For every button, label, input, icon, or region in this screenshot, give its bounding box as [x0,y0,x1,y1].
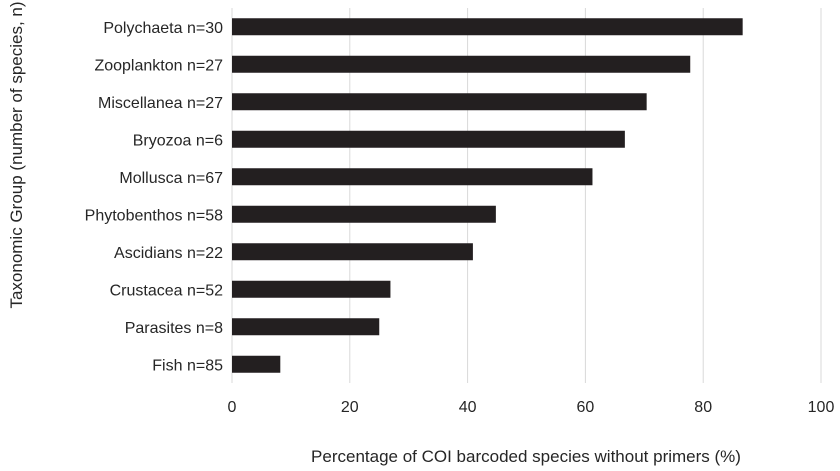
x-tick-label: 40 [459,399,477,416]
category-label: Miscellanea n=27 [98,95,223,112]
bar [232,205,496,223]
bar [232,243,473,261]
category-label: Parasites n=8 [125,320,223,337]
category-label: Bryozoa n=6 [133,132,223,149]
category-label: Mollusca n=67 [119,170,223,187]
bar [232,280,391,298]
category-label: Ascidians n=22 [114,245,223,262]
x-tick-label: 60 [577,399,595,416]
category-label: Fish n=85 [152,357,223,374]
bar [232,93,647,111]
y-axis-title: Taxonomic Group (number of species, n) [7,1,26,308]
category-labels: Polychaeta n=30 Zooplankton n=27 Miscellan… [85,20,223,375]
bar [232,355,281,373]
x-tick-labels: 0 20 40 60 80 100 [228,399,835,416]
x-tick-label: 100 [808,399,835,416]
x-tick-label: 20 [341,399,359,416]
x-tick-label: 0 [228,399,237,416]
x-axis-title: Percentage of COI barcoded species witho… [311,447,741,466]
x-tick-label: 80 [694,399,712,416]
bars [232,18,743,373]
category-label: Crustacea n=52 [110,282,224,299]
category-label: Zooplankton n=27 [94,57,223,74]
category-label: Phytobenthos n=58 [85,207,223,224]
bar [232,318,380,336]
bar [232,18,743,36]
bar [232,168,593,186]
bar [232,130,625,148]
bar [232,55,691,73]
category-label: Polychaeta n=30 [103,20,223,37]
